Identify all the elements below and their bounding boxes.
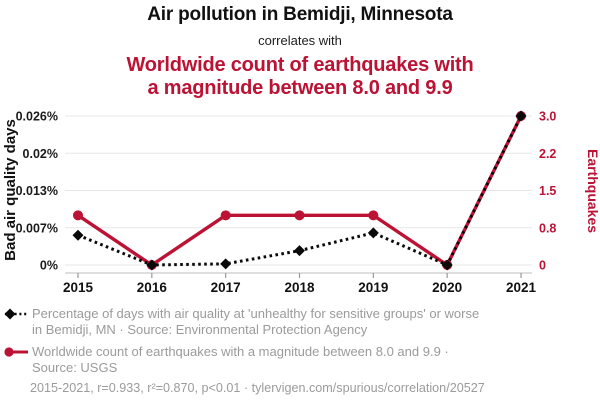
correlated-series-title-line1: Worldwide count of earthquakes with <box>126 54 474 76</box>
air-quality-marker <box>72 229 84 241</box>
right-axis-tick-labels: 0 0.8 1.5 2.2 3.0 <box>539 110 556 273</box>
page-title: Air pollution in Bemidji, Minnesota <box>147 4 453 25</box>
left-axis-tick-labels: 0% 0.007% 0.013% 0.02% 0.026% <box>16 110 58 273</box>
black-diamond-dotted-legend-icon <box>4 308 29 320</box>
earthquakes-marker <box>294 210 305 221</box>
legend-diamond-marker <box>4 308 16 320</box>
air-quality-marker <box>515 110 527 122</box>
red-circle-solid-legend-icon <box>4 347 28 357</box>
correlates-with-text: correlates with <box>258 33 342 48</box>
x-axis-year-label: 2015 <box>63 280 94 295</box>
x-axis-year-label: 2016 <box>137 280 168 295</box>
x-axis-year-label: 2018 <box>284 280 315 295</box>
legend-label-earthquakes: Worldwide count of earthquakes with a ma… <box>32 344 449 375</box>
x-axis-year-label: 2020 <box>432 280 462 295</box>
right-axis-tick-label: 3.0 <box>539 110 556 124</box>
correlated-series-title: Worldwide count of earthquakes with a ma… <box>0 54 600 100</box>
footer-stats: 2015-2021, r=0.933, r²=0.870, p<0.01 · t… <box>30 381 485 395</box>
right-axis-title: Earthquakes <box>585 149 600 233</box>
left-axis-tick-label: 0.007% <box>16 221 58 235</box>
air-quality-marker <box>367 227 379 239</box>
earthquakes-marker <box>220 210 231 221</box>
air-quality-marker <box>220 258 232 270</box>
left-axis-tick-label: 0.026% <box>16 110 58 124</box>
legend-label-air-quality: Percentage of days with air quality at '… <box>32 306 480 337</box>
correlation-chart: 2015 2016 2017 2018 2019 2020 2021 0% 0.007% 0.0… <box>2 110 600 296</box>
legend-circle-marker <box>4 347 14 357</box>
air-quality-marker <box>294 245 305 257</box>
air-quality-marker <box>441 259 453 271</box>
air-quality-marker <box>146 259 158 271</box>
gridlines <box>65 115 532 266</box>
legend-item-earthquakes: Worldwide count of earthquakes with a ma… <box>2 344 484 375</box>
x-axis: 2015 2016 2017 2018 2019 2020 2021 <box>63 272 537 295</box>
legend-item-air-quality: Percentage of days with air quality at '… <box>2 306 484 337</box>
earthquakes-marker <box>368 210 379 221</box>
left-axis-tick-label: 0% <box>40 259 58 273</box>
right-axis-tick-label: 0 <box>539 259 546 273</box>
right-axis-tick-label: 0.8 <box>539 221 556 235</box>
left-axis-title: Bad air quality days <box>2 119 19 261</box>
left-axis-tick-label: 0.013% <box>16 184 58 198</box>
series-air-quality <box>72 110 527 271</box>
left-axis-tick-label: 0.02% <box>23 147 58 161</box>
correlated-series-title-line2: a magnitude between 8.0 and 9.9 <box>147 77 453 99</box>
x-axis-year-label: 2021 <box>506 280 537 295</box>
right-axis-tick-label: 2.2 <box>539 147 556 161</box>
right-axis-tick-label: 1.5 <box>539 184 556 198</box>
earthquakes-marker <box>73 210 83 221</box>
legend: Percentage of days with air quality at '… <box>2 306 484 375</box>
x-axis-year-label: 2019 <box>358 280 388 295</box>
x-axis-year-label: 2017 <box>211 280 241 295</box>
